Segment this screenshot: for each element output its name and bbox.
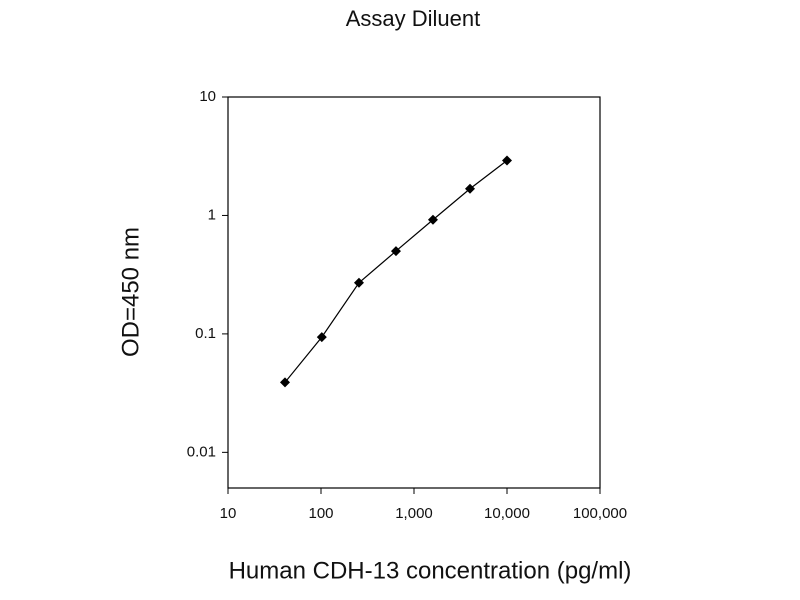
data-point <box>464 183 475 194</box>
data-point <box>353 277 364 288</box>
y-tick-label: 1 <box>208 206 216 223</box>
chart-title: Assay Diluent <box>346 6 481 31</box>
plot-frame <box>227 96 601 489</box>
x-tick-label: 1,000 <box>395 505 433 522</box>
y-axis-label: OD=450 nm <box>117 227 144 357</box>
x-tick-label: 100 <box>308 505 333 522</box>
x-tick-label: 100,000 <box>573 505 627 522</box>
y-tick-label: 0.01 <box>187 443 216 460</box>
y-tick-label: 10 <box>199 88 216 105</box>
x-tick-label: 10,000 <box>484 505 530 522</box>
data-point <box>427 214 438 225</box>
x-axis-label: Human CDH-13 concentration (pg/ml) <box>229 557 632 584</box>
data-point <box>390 246 401 257</box>
data-point <box>279 377 290 388</box>
y-tick-label: 0.1 <box>195 325 216 342</box>
data-point <box>316 332 327 343</box>
series-line <box>284 160 508 383</box>
x-tick-label: 10 <box>220 505 237 522</box>
data-point <box>502 155 512 166</box>
